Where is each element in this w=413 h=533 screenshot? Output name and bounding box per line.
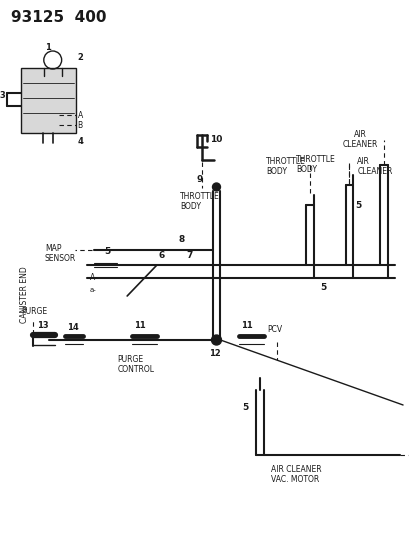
Text: 5: 5 [242, 403, 248, 413]
Text: 4: 4 [77, 136, 83, 146]
Text: CANISTER END: CANISTER END [20, 266, 29, 324]
Text: MAP
SENSOR: MAP SENSOR [45, 244, 76, 263]
Text: 2: 2 [77, 53, 83, 62]
Text: 12: 12 [208, 350, 220, 359]
Text: PURGE: PURGE [21, 308, 47, 317]
Text: AIR CLEANER
VAC. MOTOR: AIR CLEANER VAC. MOTOR [271, 465, 321, 484]
Text: 6: 6 [159, 251, 165, 260]
Text: PURGE
CONTROL: PURGE CONTROL [117, 355, 154, 374]
Text: 1: 1 [45, 44, 50, 52]
Text: 11: 11 [134, 321, 145, 330]
Text: 93125  400: 93125 400 [11, 11, 106, 26]
Text: 5: 5 [355, 200, 361, 209]
Text: 13: 13 [37, 321, 48, 330]
Text: A: A [77, 110, 83, 119]
Text: 5: 5 [104, 246, 110, 255]
Circle shape [211, 335, 221, 345]
Text: PCV: PCV [266, 326, 282, 335]
Text: 14: 14 [66, 324, 78, 333]
FancyBboxPatch shape [21, 68, 75, 133]
Text: a-: a- [89, 287, 96, 293]
Text: THROTTLE
BODY: THROTTLE BODY [266, 157, 305, 176]
Text: B: B [77, 120, 83, 130]
Text: 7: 7 [186, 251, 192, 260]
Text: AIR
CLEANER: AIR CLEANER [342, 130, 377, 149]
Circle shape [212, 183, 220, 191]
Text: A: A [89, 272, 95, 281]
Text: 3: 3 [0, 92, 5, 101]
Text: 10: 10 [209, 135, 221, 144]
Text: 5: 5 [320, 284, 326, 293]
Text: 9: 9 [196, 174, 202, 183]
Text: 11: 11 [241, 321, 252, 330]
Text: 8: 8 [178, 236, 185, 245]
Text: AIR
CLEANER: AIR CLEANER [356, 157, 392, 176]
Text: THROTTLE
BODY: THROTTLE BODY [179, 192, 219, 212]
Text: THROTTLE
BODY: THROTTLE BODY [295, 155, 335, 174]
